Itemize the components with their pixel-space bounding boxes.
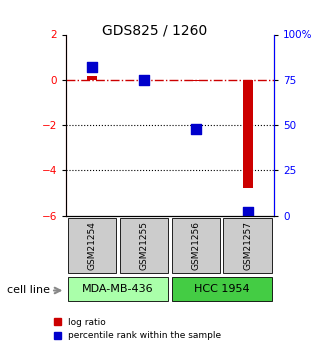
Bar	[243, 80, 252, 188]
Bar	[172, 277, 272, 300]
Bar	[172, 218, 220, 273]
Text: GSM21256: GSM21256	[191, 221, 200, 270]
Bar	[139, 75, 148, 80]
Bar	[191, 80, 201, 81]
Legend: log ratio, percentile rank within the sample: log ratio, percentile rank within the sa…	[54, 318, 221, 341]
Bar	[68, 218, 116, 273]
Text: GSM21257: GSM21257	[244, 221, 252, 270]
Text: GDS825 / 1260: GDS825 / 1260	[103, 23, 208, 38]
Bar	[119, 218, 168, 273]
Text: GSM21255: GSM21255	[140, 221, 148, 270]
Point	[89, 64, 95, 70]
Bar	[68, 277, 168, 300]
Point	[141, 77, 147, 82]
Text: MDA-MB-436: MDA-MB-436	[82, 284, 154, 294]
Bar	[223, 218, 272, 273]
Point	[193, 126, 199, 131]
Text: cell line: cell line	[7, 286, 50, 295]
Bar	[87, 76, 97, 80]
Text: GSM21254: GSM21254	[87, 221, 96, 270]
Point	[245, 209, 250, 215]
Text: HCC 1954: HCC 1954	[194, 284, 250, 294]
